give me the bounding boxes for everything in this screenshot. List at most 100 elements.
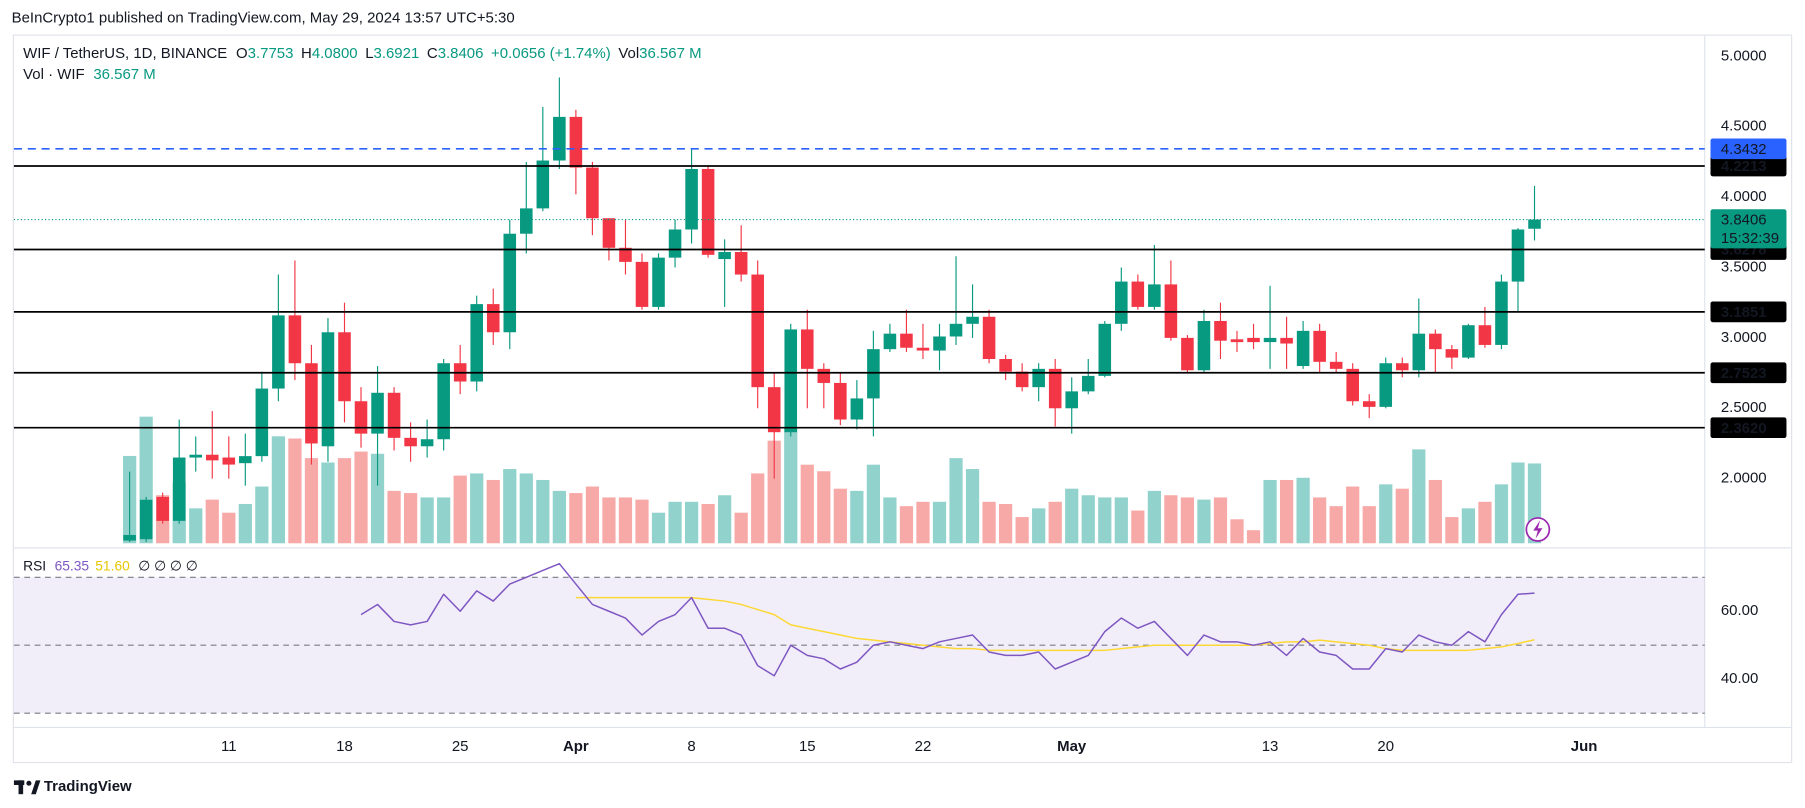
price-tag	[1710, 138, 1787, 160]
candle-body	[784, 329, 798, 433]
candle-body	[800, 329, 814, 369]
footer-brand: TradingView	[44, 778, 132, 795]
candle-body	[1462, 325, 1475, 358]
volume-bar	[1048, 501, 1062, 544]
footer-logo	[13, 780, 41, 795]
candle-body	[1495, 281, 1508, 345]
volume-bar	[1065, 488, 1079, 544]
candle-body	[834, 382, 847, 420]
volume-bar	[1147, 490, 1161, 544]
candle-body	[156, 496, 169, 521]
volume-bar	[288, 438, 302, 544]
candle-body	[387, 392, 401, 438]
axes: 11 18 25 Apr 8 15 22 May 13 20 Jun 2.0000 2.5000 3.00…	[221, 47, 1767, 755]
legend-value: 3.7753	[248, 45, 294, 62]
candle-body	[1131, 281, 1145, 307]
legend-value: 4.0800	[312, 45, 358, 62]
y-tick-label: 3.5000	[1721, 258, 1767, 275]
candle-body	[817, 368, 831, 383]
volume-bar	[321, 462, 335, 544]
volume-bar	[1362, 506, 1376, 544]
volume-bar	[437, 497, 451, 544]
candle-body	[701, 168, 715, 255]
candle-body	[685, 168, 698, 230]
volume-bar	[585, 486, 600, 544]
volume-bar	[1246, 530, 1261, 544]
volume-bar	[1494, 484, 1509, 544]
volume-bar	[536, 479, 550, 544]
candle-body	[1429, 333, 1442, 350]
candle-body	[1065, 391, 1079, 409]
price-tag-label: 4.2213	[1721, 158, 1767, 175]
candle-body	[867, 349, 880, 399]
x-tick-label: 13	[1262, 738, 1279, 755]
alert-icon[interactable]	[1525, 517, 1551, 542]
candle-body	[503, 233, 517, 333]
price-tag-label: 4.3432	[1721, 141, 1767, 158]
x-tick-label: 11	[221, 738, 237, 755]
volume-bar	[1081, 495, 1095, 544]
volume-bar	[1445, 517, 1459, 544]
volume-bar	[1213, 497, 1228, 544]
rsi-legend: RSI 65.35 51.60 ∅ ∅ ∅ ∅	[23, 557, 198, 573]
x-tick-label: Jun	[1571, 738, 1598, 755]
candle-body	[1032, 368, 1045, 388]
volume-bar	[1164, 495, 1178, 544]
candle-body	[139, 499, 153, 540]
candle-body	[635, 261, 649, 307]
candle-body	[1098, 323, 1112, 376]
candle-body	[536, 160, 550, 209]
candle-body	[1048, 368, 1062, 409]
volume-bar	[602, 497, 616, 544]
legend-key: H	[301, 45, 312, 62]
volume-bar	[470, 473, 484, 544]
logo-part	[18, 780, 24, 795]
volume-bar	[1346, 486, 1360, 544]
candle-body	[1346, 368, 1359, 402]
y-tick-label: 3.0000	[1721, 329, 1767, 346]
candle-body	[1313, 330, 1326, 362]
alert-bolt[interactable]	[1533, 520, 1543, 539]
candle-body	[1263, 337, 1277, 343]
volume-bar	[1428, 479, 1442, 544]
volume-bar	[1197, 499, 1211, 544]
price-tag-label: 2.3620	[1721, 420, 1767, 437]
volume-bar	[453, 475, 467, 544]
legend-key: Vol	[618, 45, 639, 62]
y-tick-label: 2.0000	[1721, 470, 1767, 487]
price-tag	[1710, 362, 1787, 384]
volume-bar	[403, 493, 418, 544]
volume-bar	[1461, 508, 1476, 544]
candle-body	[371, 392, 384, 434]
volume-bar	[370, 453, 385, 544]
candle-body	[668, 229, 682, 258]
volume-bar	[420, 497, 434, 544]
candle-body	[933, 336, 946, 351]
volume-bar	[1511, 462, 1525, 544]
volume-bar	[519, 473, 533, 544]
candle-body	[982, 316, 996, 360]
rsi-ma-line	[575, 596, 1535, 652]
price-tag	[1710, 155, 1787, 177]
volume-value: 36.567 M	[93, 66, 155, 83]
logo-part	[31, 780, 41, 795]
x-tick-label: 15	[799, 738, 816, 755]
volume-bar	[618, 497, 633, 544]
candle-body	[1148, 284, 1161, 307]
rsi-pane	[13, 562, 1705, 714]
legend-key: O	[236, 45, 248, 62]
volume-bar	[668, 501, 682, 544]
rsi-extra: ∅ ∅ ∅ ∅	[138, 557, 198, 573]
candle-body	[305, 363, 318, 444]
volume-bar	[734, 512, 748, 544]
volume-bar	[1379, 484, 1393, 544]
candle-body	[966, 316, 979, 324]
header-text: BeInCrypto1 published on TradingView.com…	[12, 9, 515, 26]
candle-body	[1197, 320, 1211, 371]
volume-bar	[1263, 479, 1277, 544]
volume-bar	[569, 493, 583, 544]
candle-body	[1230, 339, 1244, 343]
x-tick-label: May	[1057, 738, 1087, 755]
candle-body	[520, 208, 533, 234]
volume-bar	[337, 458, 352, 544]
